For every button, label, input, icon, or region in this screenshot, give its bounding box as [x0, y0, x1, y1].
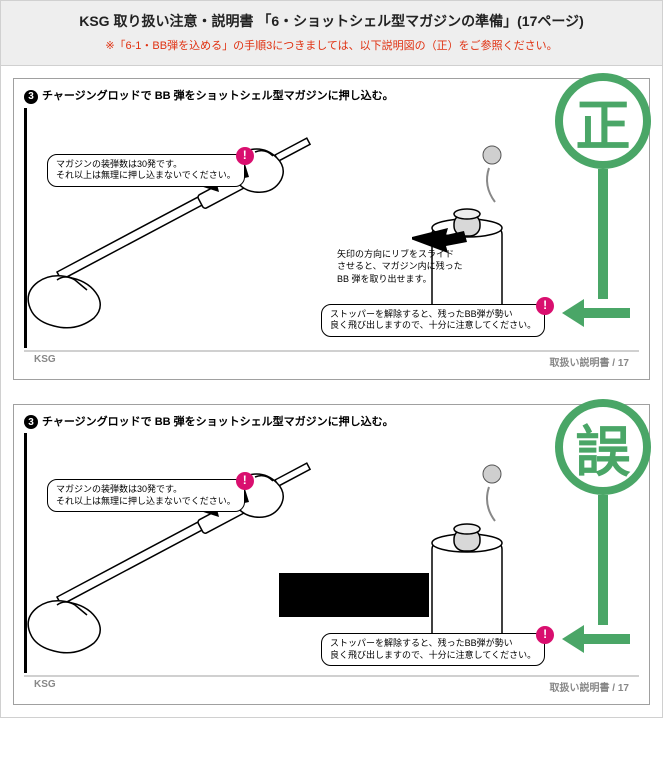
header-note: ※「6-1・BB弾を込める」の手順3につきましては、以下説明図の（正）をご参照く… [15, 37, 648, 53]
panel-wrong: 3 チャージングロッドで BB 弾をショットシェル型マガジンに押し込む。 [13, 404, 650, 706]
header-bar: KSG 取り扱い注意・説明書 「6・ショットシェル型マガジンの準備」(17ページ… [1, 1, 662, 66]
panel-footer: KSG 取扱い説明書 / 17 [24, 675, 639, 698]
redaction-block [279, 573, 429, 617]
callout1-line2: それ以上は無理に押し込まないでください。 [56, 170, 236, 180]
callout-load-limit: マガジンの装弾数は30発です。 それ以上は無理に押し込まないでください。 ! [47, 479, 245, 512]
bb-pellet [475, 461, 515, 531]
step-text: チャージングロッドで BB 弾をショットシェル型マガジンに押し込む。 [42, 87, 394, 103]
footer-right: 取扱い説明書 / 17 [550, 354, 629, 369]
header-title: KSG 取り扱い注意・説明書 「6・ショットシェル型マガジンの準備」(17ページ… [15, 11, 648, 31]
illustration-row: マガジンの装弾数は30発です。 それ以上は無理に押し込まないでください。 ! 矢… [24, 108, 639, 348]
callout1-line1: マガジンの装弾数は30発です。 [56, 159, 182, 169]
footer-left: KSG [34, 679, 56, 694]
stamp-char: 正 [575, 81, 630, 161]
panel-footer: KSG 取扱い説明書 / 17 [24, 350, 639, 373]
callout-stopper: ストッパーを解除すると、残ったBB弾が勢い 良く飛び出しますので、十分に注意して… [321, 633, 545, 666]
stamp-char: 誤 [575, 407, 630, 487]
footer-left: KSG [34, 354, 56, 369]
step-num: 3 [24, 90, 38, 104]
footer-right: 取扱い説明書 / 17 [550, 679, 629, 694]
step-line: 3 チャージングロッドで BB 弾をショットシェル型マガジンに押し込む。 [24, 87, 639, 104]
bang-icon: ! [236, 472, 254, 490]
panel-area: 3 チャージングロッドで BB 弾をショットシェル型マガジンに押し込む。 [1, 66, 662, 717]
bang-icon: ! [536, 626, 554, 644]
stamp-wrong: 誤 [553, 399, 653, 653]
panel-correct: 3 チャージングロッドで BB 弾をショットシェル型マガジンに押し込む。 [13, 78, 650, 380]
callout-stopper: ストッパーを解除すると、残ったBB弾が勢い 良く飛び出しますので、十分に注意して… [321, 304, 545, 337]
bang-icon: ! [536, 297, 554, 315]
bang-icon: ! [236, 147, 254, 165]
rib-caption: 矢印の方向にリブをスライド させると、マガジン内に残った BB 弾を取り出せます… [337, 248, 463, 286]
callout-load-limit: マガジンの装弾数は30発です。 それ以上は無理に押し込まないでください。 ! [47, 154, 245, 187]
illustration-row: マガジンの装弾数は30発です。 それ以上は無理に押し込まないでください。 ! ス… [24, 433, 639, 673]
step-line: 3 チャージングロッドで BB 弾をショットシェル型マガジンに押し込む。 [24, 413, 639, 430]
step-text: チャージングロッドで BB 弾をショットシェル型マガジンに押し込む。 [42, 413, 394, 429]
stamp-correct: 正 [553, 73, 653, 327]
step-num: 3 [24, 415, 38, 429]
bb-pellet [475, 142, 515, 212]
